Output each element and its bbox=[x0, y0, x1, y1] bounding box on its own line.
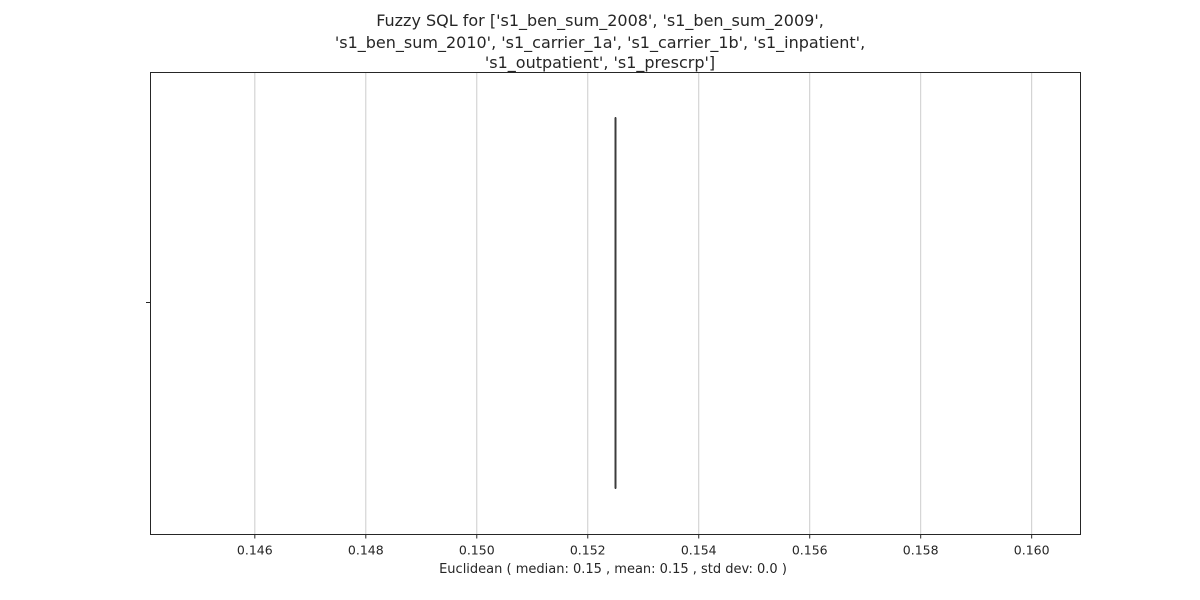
x-tick-label: 0.152 bbox=[570, 543, 606, 558]
chart-title-line-1: Fuzzy SQL for ['s1_ben_sum_2008', 's1_be… bbox=[376, 11, 824, 31]
x-tick-label: 0.154 bbox=[681, 543, 717, 558]
x-gridlines bbox=[254, 72, 1033, 535]
chart-title-line-3: 's1_outpatient', 's1_prescrp'] bbox=[485, 53, 715, 73]
x-tick-label: 0.146 bbox=[237, 543, 273, 558]
x-tick-label: 0.156 bbox=[792, 543, 828, 558]
plot-area-frame bbox=[150, 72, 1081, 535]
x-tick-label: 0.150 bbox=[459, 543, 495, 558]
chart-title: Fuzzy SQL for ['s1_ben_sum_2008', 's1_be… bbox=[335, 11, 865, 73]
chart-title-line-2: 's1_ben_sum_2010', 's1_carrier_1a', 's1_… bbox=[335, 33, 865, 53]
x-tick-label: 0.148 bbox=[348, 543, 384, 558]
x-axis-ticks: 0.146 0.148 0.150 0.152 0.154 0.156 0.158 0.160 bbox=[237, 534, 1050, 558]
x-tick-label: 0.160 bbox=[1014, 543, 1050, 558]
x-axis-label: Euclidean ( median: 0.15 , mean: 0.15 , … bbox=[439, 562, 787, 577]
x-tick-label: 0.158 bbox=[903, 543, 939, 558]
